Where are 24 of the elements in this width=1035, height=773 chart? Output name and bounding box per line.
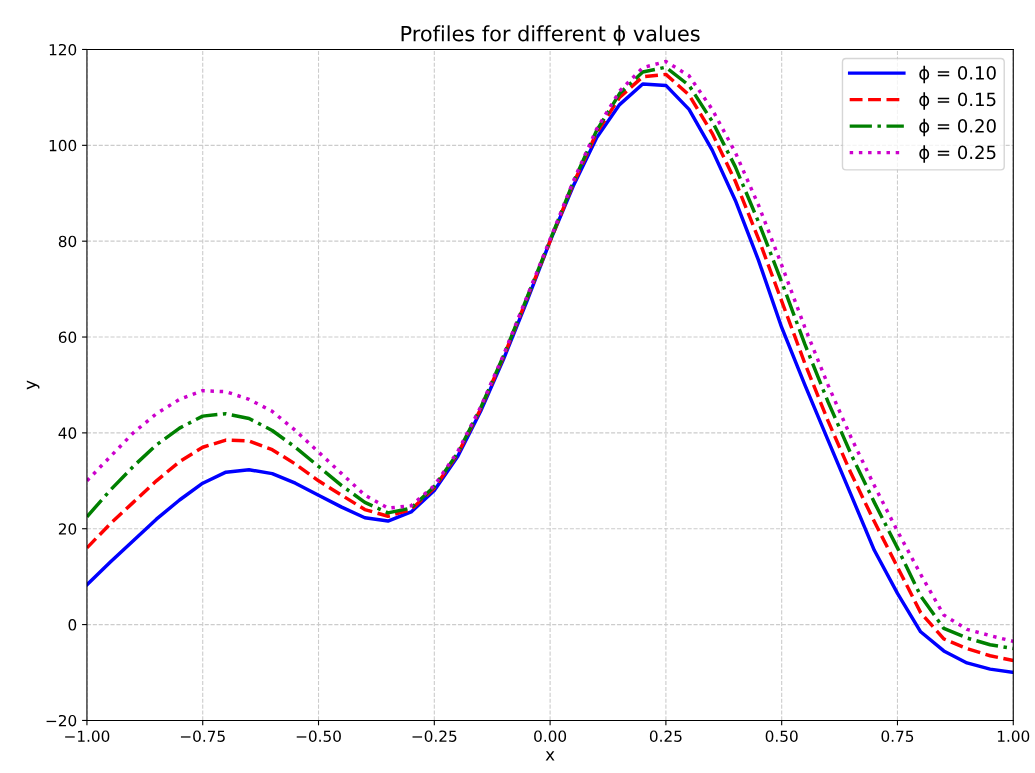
x-tick-label: −0.25 (412, 730, 457, 742)
x-tick-label: 0.50 (765, 730, 798, 742)
x-tick-label: 0.25 (649, 730, 682, 742)
chart-title: Profiles for different ϕ values (401, 25, 700, 46)
y-tick-label: 60 (58, 331, 77, 344)
y-tick-label: 0 (68, 619, 77, 631)
legend-label: ϕ = 0.25 (919, 145, 996, 163)
y-tick-label: 80 (58, 235, 77, 248)
legend-label: ϕ = 0.10 (919, 65, 996, 84)
legend-label: ϕ = 0.15 (919, 92, 996, 110)
x-tick-label: −0.50 (296, 730, 341, 742)
y-axis-title: y (26, 380, 40, 390)
legend-label: ϕ = 0.20 (919, 118, 996, 137)
y-tick-label: 100 (49, 139, 77, 152)
x-tick-label: 1.00 (997, 730, 1030, 742)
x-tick-label: −0.75 (180, 730, 225, 742)
y-tick-label: 40 (58, 427, 77, 439)
x-tick-label: −1.00 (65, 730, 110, 742)
y-tick-label: 120 (49, 43, 77, 56)
x-axis-title: x (545, 751, 555, 761)
y-tick-label: −20 (46, 714, 77, 727)
x-tick-label: 0.00 (534, 730, 567, 742)
y-tick-label: 20 (58, 523, 77, 535)
x-tick-label: 0.75 (881, 730, 914, 742)
